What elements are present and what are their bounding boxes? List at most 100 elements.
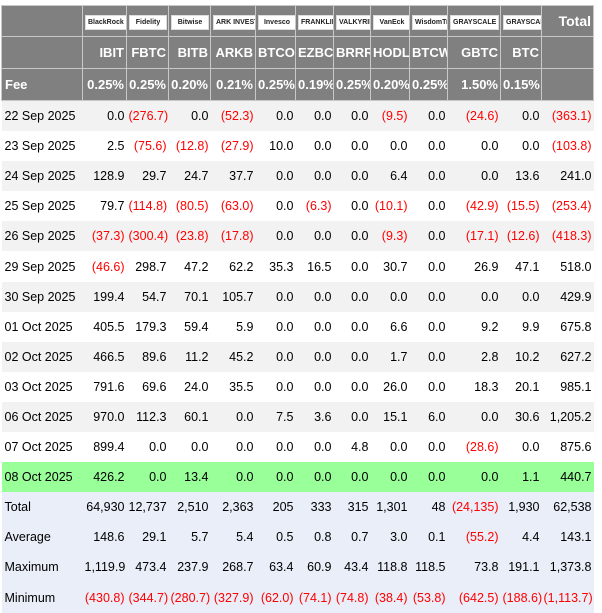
summary-cell: 73.8 xyxy=(474,560,499,575)
date-cell: 22 Sep 2025 xyxy=(4,109,76,124)
summary-cell: 205 xyxy=(272,500,294,515)
issuer-logo: BlackRock xyxy=(85,15,126,30)
date-cell: 23 Sep 2025 xyxy=(4,139,76,154)
row-total-cell: 440.7 xyxy=(560,470,592,485)
flow-cell: 20.1 xyxy=(515,379,540,394)
flow-cell: 0.0 xyxy=(351,229,369,244)
flow-cell: 89.6 xyxy=(142,349,167,364)
flow-cell: (23.8) xyxy=(175,229,209,244)
table-row: 02 Oct 2025 466.5 89.6 11.2 45.2 0.0 0.0 0.0 1.7… xyxy=(1,341,594,372)
flow-cell: 0.0 xyxy=(314,169,332,184)
flow-cell: 13.4 xyxy=(184,470,209,485)
flow-cell: 26.9 xyxy=(474,259,499,274)
summary-cell: (62.0) xyxy=(260,590,294,605)
flow-cell: 0.0 xyxy=(314,470,332,485)
issuer-logo: GRAYSCALE xyxy=(450,15,500,30)
fee-value: 0.20% xyxy=(168,68,211,101)
issuer-logo: Bitwise xyxy=(171,15,209,30)
flow-cell: 0.0 xyxy=(314,319,332,334)
summary-label: Total xyxy=(4,500,31,515)
table-row: 23 Sep 2025 2.5 (75.6) (12.8) (27.9) 10.0 0.0 0… xyxy=(1,131,594,162)
row-total-cell: (363.1) xyxy=(551,109,592,124)
flow-cell: 0.0 xyxy=(428,169,446,184)
table-row: 26 Sep 2025 (37.3) (300.4) (23.8) (17.8) 0.0 0… xyxy=(1,221,594,252)
flow-cell: 0.0 xyxy=(390,289,408,304)
flow-cell: 899.4 xyxy=(93,440,125,455)
summary-cell: 0.7 xyxy=(351,530,369,545)
flow-cell: 79.7 xyxy=(100,199,125,214)
ticker-header: FBTC xyxy=(126,36,169,69)
summary-cell: 118.8 xyxy=(377,560,408,575)
flow-cell: 0.0 xyxy=(390,440,408,455)
ticker-header: EZBC xyxy=(295,36,334,69)
date-cell: 24 Sep 2025 xyxy=(4,169,76,184)
summary-cell: 62,538 xyxy=(553,500,592,515)
flow-cell: 0.0 xyxy=(428,199,446,214)
summary-cell: (642.5) xyxy=(458,590,499,605)
flow-cell: 426.2 xyxy=(93,470,125,485)
issuer-logo-cell: GRAYSCALE xyxy=(500,5,542,37)
flow-cell: 0.0 xyxy=(314,289,332,304)
flow-cell: 0.0 xyxy=(522,139,540,154)
flow-cell: 0.0 xyxy=(276,319,294,334)
flow-cell: 0.0 xyxy=(276,440,294,455)
summary-cell: (38.4) xyxy=(374,590,408,605)
flow-cell: 30.7 xyxy=(383,259,408,274)
flow-cell: 45.2 xyxy=(229,349,254,364)
flow-cell: 6.6 xyxy=(390,319,408,334)
flow-cell: 0.0 xyxy=(351,169,369,184)
flow-cell: 970.0 xyxy=(93,409,125,424)
flow-cell: 0.0 xyxy=(107,109,125,124)
flow-cell: 0.0 xyxy=(428,349,446,364)
date-cell: 06 Oct 2025 xyxy=(4,409,73,424)
summary-label: Minimum xyxy=(4,590,56,605)
flow-cell: 0.0 xyxy=(314,440,332,455)
summary-cell: 60.9 xyxy=(307,560,332,575)
flow-cell: 0.0 xyxy=(314,379,332,394)
flow-cell: 298.7 xyxy=(135,259,167,274)
flow-cell: 0.0 xyxy=(314,109,332,124)
flow-cell: 70.1 xyxy=(184,289,209,304)
summary-label: Average xyxy=(4,530,51,545)
fee-row: Fee 0.25% 0.25% 0.20% 0.21% 0.25% 0.19% 0.25% 0.… xyxy=(1,68,594,101)
flow-cell: (10.1) xyxy=(374,199,408,214)
ticker-header: GBTC xyxy=(447,36,501,69)
summary-cell: 315 xyxy=(347,500,369,515)
flow-cell: 6.4 xyxy=(390,169,408,184)
flow-cell: 35.3 xyxy=(269,259,294,274)
date-cell: 29 Sep 2025 xyxy=(4,259,76,274)
flow-cell: 9.9 xyxy=(522,319,540,334)
table-row: 06 Oct 2025 970.0 112.3 60.1 0.0 7.5 3.6 0.0 15.… xyxy=(1,401,594,433)
issuer-logo: VALKYRIE xyxy=(336,15,370,30)
issuer-logo: FRANKLIN TEMPLETON xyxy=(298,15,333,30)
flow-cell: 0.0 xyxy=(481,470,499,485)
flow-cell: (24.6) xyxy=(465,109,499,124)
fee-value: 0.25% xyxy=(409,68,448,101)
flow-cell: 15.1 xyxy=(383,409,408,424)
flow-cell: 10.2 xyxy=(515,349,540,364)
summary-cell: 0.1 xyxy=(428,530,446,545)
flow-cell: 18.3 xyxy=(474,379,499,394)
flow-cell: 4.8 xyxy=(351,440,369,455)
date-cell: 30 Sep 2025 xyxy=(4,289,76,304)
flow-cell: 0.0 xyxy=(276,349,294,364)
summary-row: Minimum (430.8) (344.7) (280.7) (327.9) (62.0… xyxy=(1,582,594,613)
summary-cell: (188.6) xyxy=(502,590,542,605)
issuer-logo: Invesco xyxy=(258,15,295,30)
summary-row: Maximum 1,119.9 473.4 237.9 268.7 63.4 60.9 43.… xyxy=(1,552,594,583)
flow-cell: 0.0 xyxy=(428,139,446,154)
flow-cell: 0.0 xyxy=(428,289,446,304)
summary-cell: (24,135) xyxy=(451,500,499,515)
fee-value: 0.25% xyxy=(82,68,127,101)
flow-cell: 0.0 xyxy=(481,409,499,424)
flow-cell: 60.1 xyxy=(184,409,209,424)
corner-cell xyxy=(1,5,83,37)
flow-cell: 0.0 xyxy=(522,440,540,455)
flow-cell: 105.7 xyxy=(222,289,254,304)
ticker-header: ARKB xyxy=(210,36,256,69)
summary-cell: (55.2) xyxy=(465,530,499,545)
summary-cell: 5.4 xyxy=(236,530,254,545)
summary-cell: 1,930 xyxy=(508,500,540,515)
logo-row: BlackRock Fidelity Bitwise ARK INVEST Invesc… xyxy=(1,5,594,37)
flow-cell: 0.0 xyxy=(351,259,369,274)
